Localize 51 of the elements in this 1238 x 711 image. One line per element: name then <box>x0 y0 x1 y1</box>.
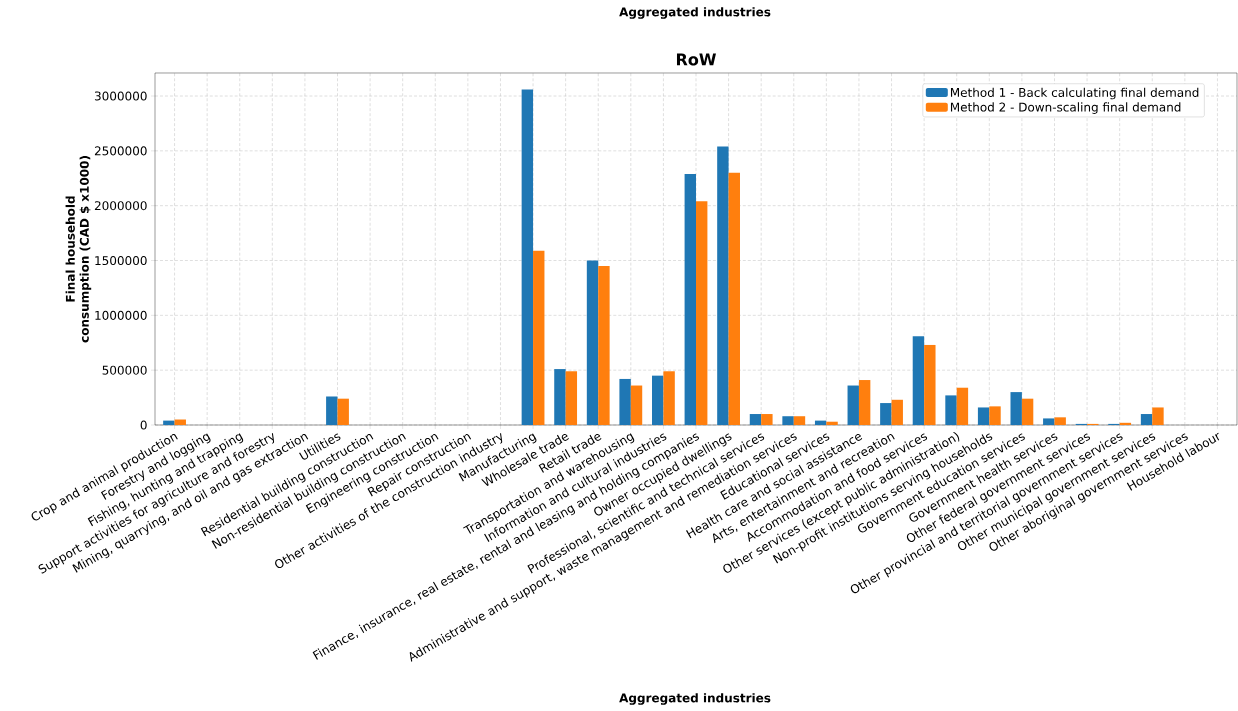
y-axis-title: Final household consumption (CAD $ x1000) <box>65 156 92 343</box>
bar <box>1043 418 1055 425</box>
bar <box>826 421 838 425</box>
x-axis-title: Aggregated industries <box>619 693 771 705</box>
bar <box>684 173 696 425</box>
y-tick-label: 0 <box>140 420 147 430</box>
bar <box>891 399 903 425</box>
legend-label: Method 2 - Down-scaling final demand <box>950 102 1181 114</box>
y-tick-label: 1500000 <box>95 255 147 266</box>
bar <box>696 201 708 425</box>
y-tick-label: 2500000 <box>94 146 147 156</box>
bar <box>847 385 859 425</box>
chart-title: RoW <box>676 53 716 66</box>
bar <box>858 380 871 425</box>
bar <box>761 414 773 425</box>
bar <box>880 403 892 425</box>
bar <box>956 387 969 425</box>
bar <box>533 250 545 425</box>
bar <box>1010 392 1022 425</box>
legend-label: Method 1 - Back calculating final demand <box>950 87 1199 100</box>
bar <box>586 260 599 425</box>
bar <box>337 398 349 425</box>
bar <box>782 416 794 425</box>
bar <box>717 146 729 425</box>
bar <box>521 89 534 425</box>
text: Aggregated industries <box>619 7 771 19</box>
bar <box>163 420 175 425</box>
bar <box>598 265 610 425</box>
bar <box>1021 398 1034 425</box>
bar <box>793 416 806 425</box>
bar <box>1054 417 1066 425</box>
y-tick-label: 3000000 <box>94 91 147 101</box>
y-tick-label: 500000 <box>102 365 147 375</box>
bar <box>652 375 664 425</box>
bar <box>565 371 578 425</box>
bar <box>749 414 762 425</box>
bar <box>989 406 1001 425</box>
bar <box>1152 407 1164 425</box>
bar <box>728 172 740 425</box>
bar <box>619 378 631 425</box>
bar <box>912 336 925 425</box>
bar <box>977 407 990 425</box>
y-tick-label: 2000000 <box>94 201 147 211</box>
bar <box>924 344 936 425</box>
bar <box>663 371 675 425</box>
bar <box>554 369 566 425</box>
bar <box>630 385 643 425</box>
bar <box>1140 414 1153 425</box>
bar <box>945 395 957 425</box>
y-tick-label: 1000000 <box>95 310 147 320</box>
bar <box>326 396 338 425</box>
